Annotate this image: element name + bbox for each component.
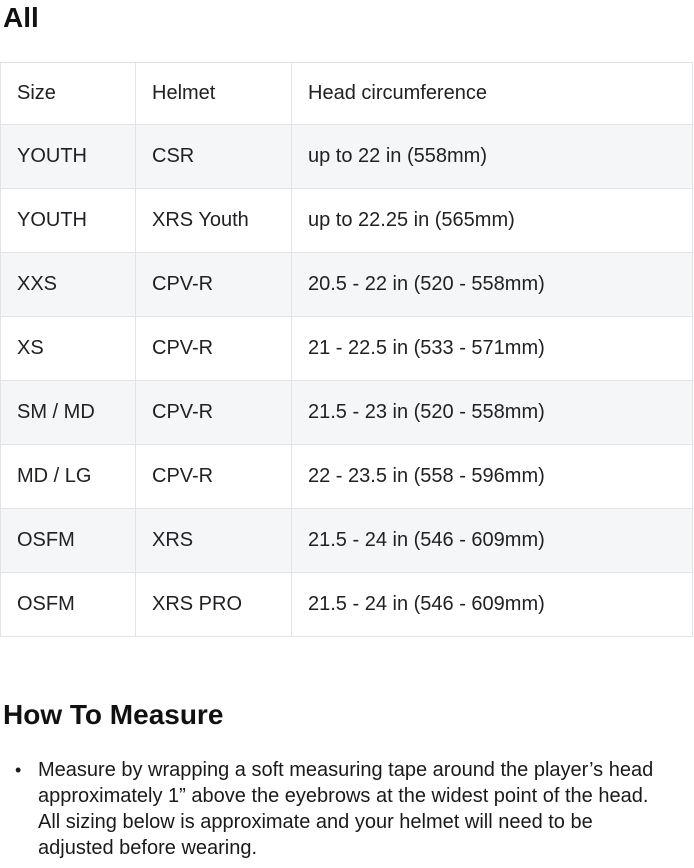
table-cell: up to 22 in (558mm) [291, 124, 693, 189]
table-cell: 20.5 - 22 in (520 - 558mm) [291, 252, 693, 317]
table-header-row: Size Helmet Head circumference [0, 62, 693, 125]
table-cell: YOUTH [0, 188, 136, 253]
table-cell: up to 22.25 in (565mm) [291, 188, 693, 253]
column-header-helmet: Helmet [135, 62, 292, 125]
table-cell: SM / MD [0, 380, 136, 445]
table-row: YOUTH XRS Youth up to 22.25 in (565mm) [0, 188, 693, 253]
table-row: OSFM XRS PRO 21.5 - 24 in (546 - 609mm) [0, 572, 693, 637]
table-cell: CPV-R [135, 252, 292, 317]
table-row: SM / MD CPV-R 21.5 - 23 in (520 - 558mm) [0, 380, 693, 445]
table-row: XXS CPV-R 20.5 - 22 in (520 - 558mm) [0, 252, 693, 317]
table-cell: 22 - 23.5 in (558 - 596mm) [291, 444, 693, 509]
table-cell: XRS PRO [135, 572, 292, 637]
size-chart-table: Size Helmet Head circumference YOUTH CSR u… [0, 62, 693, 637]
table-cell: MD / LG [0, 444, 136, 509]
table-cell: XRS [135, 508, 292, 573]
table-cell: XS [0, 316, 136, 381]
column-header-head-circumference: Head circumference [291, 62, 693, 125]
table-cell: CPV-R [135, 380, 292, 445]
table-cell: XRS Youth [135, 188, 292, 253]
table-cell: CPV-R [135, 316, 292, 381]
table-cell: 21.5 - 24 in (546 - 609mm) [291, 508, 693, 573]
table-row: YOUTH CSR up to 22 in (558mm) [0, 124, 693, 189]
bullet-icon: • [15, 760, 22, 780]
table-cell: 21.5 - 24 in (546 - 609mm) [291, 572, 693, 637]
table-row: MD / LG CPV-R 22 - 23.5 in (558 - 596mm) [0, 444, 693, 509]
list-item: • Measure by wrapping a soft measuring ta… [0, 757, 660, 861]
table-cell: CSR [135, 124, 292, 189]
measure-instructions-list: • Measure by wrapping a soft measuring ta… [0, 757, 694, 861]
table-cell: OSFM [0, 508, 136, 573]
table-cell: CPV-R [135, 444, 292, 509]
table-cell: OSFM [0, 572, 136, 637]
table-cell: XXS [0, 252, 136, 317]
table-cell: 21 - 22.5 in (533 - 571mm) [291, 316, 693, 381]
section-title: All [3, 2, 39, 33]
table-cell: 21.5 - 23 in (520 - 558mm) [291, 380, 693, 445]
table-body: YOUTH CSR up to 22 in (558mm) YOUTH XRS Yout… [0, 124, 693, 637]
table-cell: YOUTH [0, 124, 136, 189]
how-to-measure-title: How To Measure [3, 699, 224, 730]
table-row: XS CPV-R 21 - 22.5 in (533 - 571mm) [0, 316, 693, 381]
list-item-text: Measure by wrapping a soft measuring tap… [38, 759, 654, 859]
column-header-size: Size [0, 62, 136, 125]
table-row: OSFM XRS 21.5 - 24 in (546 - 609mm) [0, 508, 693, 573]
